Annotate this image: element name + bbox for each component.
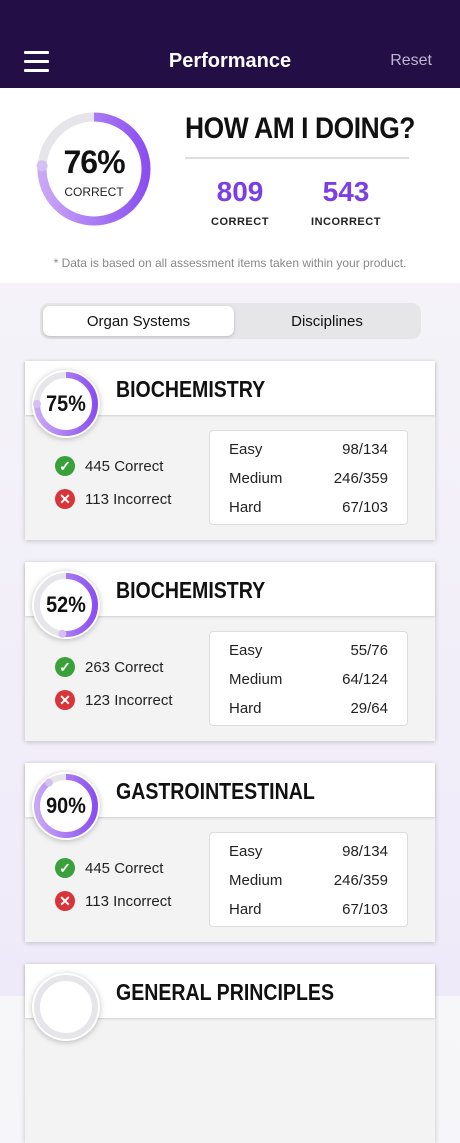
incorrect-icon: ✕	[55, 489, 75, 509]
header-title: Performance	[168, 50, 292, 72]
difficulty-value: 98/134	[342, 843, 388, 860]
tab-label: Organ Systems	[86, 313, 191, 330]
ring-bg	[32, 772, 100, 840]
incorrect-count: 543	[322, 176, 370, 207]
difficulty-value: 246/359	[333, 872, 388, 889]
tab-active[interactable]	[43, 306, 234, 336]
divider	[185, 157, 409, 159]
difficulty-label: Medium	[229, 872, 283, 889]
difficulty-label: Medium	[229, 671, 283, 688]
ring-end	[44, 778, 53, 787]
correct-text: 263 Correct	[85, 659, 164, 676]
progress-ring	[32, 973, 100, 1041]
difficulty-label: Easy	[229, 843, 263, 860]
tab-label[interactable]: Disciplines	[291, 313, 363, 330]
menu-line	[24, 51, 49, 54]
card-title: BIOCHEMISTRY	[116, 376, 266, 402]
incorrect-text: 123 Incorrect	[85, 692, 173, 709]
difficulty-value: 98/134	[342, 441, 388, 458]
menu-line	[24, 69, 49, 72]
difficulty-value: 67/103	[342, 499, 388, 516]
correct-icon: ✓	[55, 657, 75, 677]
difficulty-value: 55/76	[350, 642, 388, 659]
ring-bg	[32, 973, 100, 1041]
incorrect-icon: ✕	[55, 891, 75, 911]
difficulty-value: 246/359	[333, 470, 388, 487]
ring-end	[33, 400, 41, 408]
difficulty-label: Medium	[229, 470, 283, 487]
progress-ring	[32, 571, 100, 639]
ring-end	[58, 629, 67, 638]
correct-text: 445 Correct	[85, 458, 164, 475]
difficulty-value: 64/124	[342, 671, 388, 688]
difficulty-box	[209, 631, 408, 726]
progress-ring	[36, 112, 151, 226]
header-bar	[0, 0, 460, 88]
summary-heading: HOW AM I DOING?	[185, 112, 415, 145]
summary-percent: 76%	[63, 144, 125, 180]
ring-bg	[32, 370, 100, 438]
menu-button[interactable]	[24, 51, 49, 72]
progress-ring	[32, 370, 100, 438]
card-percent: 75%	[46, 391, 86, 416]
ring-end	[36, 160, 48, 172]
difficulty-label: Easy	[229, 441, 263, 458]
footnote: * Data is based on all assessment items …	[53, 256, 407, 270]
difficulty-box	[209, 832, 408, 927]
menu-line	[24, 60, 49, 63]
card-percent: 52%	[46, 592, 86, 617]
correct-text: 445 Correct	[85, 860, 164, 877]
incorrect-text: 113 Incorrect	[85, 491, 172, 508]
correct-icon: ✓	[55, 858, 75, 878]
correct-count: 809	[216, 176, 264, 207]
difficulty-label: Hard	[229, 700, 262, 717]
card-percent: 90%	[46, 793, 86, 818]
difficulty-label: Hard	[229, 901, 262, 918]
correct-caption: CORRECT	[211, 216, 269, 228]
progress-ring	[32, 772, 100, 840]
difficulty-label: Hard	[229, 499, 262, 516]
incorrect-text: 113 Incorrect	[85, 893, 172, 910]
incorrect-caption: INCORRECT	[311, 216, 381, 228]
incorrect-icon: ✕	[55, 690, 75, 710]
difficulty-label: Easy	[229, 642, 263, 659]
difficulty-box	[209, 430, 408, 525]
ring-arc	[34, 774, 98, 838]
correct-icon: ✓	[55, 456, 75, 476]
card-title: GENERAL PRINCIPLES	[116, 979, 334, 1005]
summary-percent-caption: CORRECT	[64, 185, 124, 199]
card-title: BIOCHEMISTRY	[116, 577, 266, 603]
difficulty-value: 67/103	[342, 901, 388, 918]
reset-button[interactable]: Reset	[390, 52, 432, 69]
card-title: GASTROINTESTINAL	[116, 778, 315, 804]
difficulty-value: 29/64	[350, 700, 388, 717]
ring-bg	[32, 571, 100, 639]
